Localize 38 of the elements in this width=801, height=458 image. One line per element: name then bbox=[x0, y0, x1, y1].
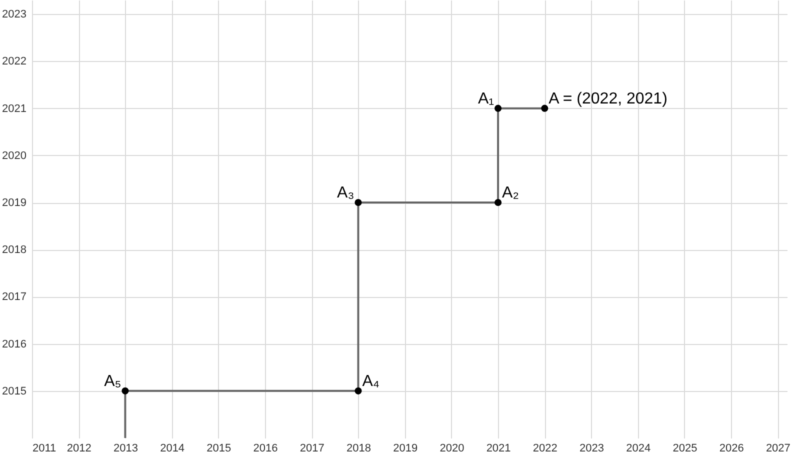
x-tick-label: 2015 bbox=[206, 442, 232, 454]
annotation: A₁ bbox=[478, 90, 494, 108]
y-tick-label: 2015 bbox=[2, 385, 26, 398]
annotation: A = (2022, 2021) bbox=[548, 90, 668, 108]
y-tick-label: 2017 bbox=[2, 291, 26, 304]
point bbox=[494, 104, 502, 112]
x-tick-label: 2027 bbox=[766, 442, 790, 454]
x-tick-label: 2016 bbox=[253, 442, 278, 454]
point bbox=[494, 198, 502, 206]
x-tick-label: 2019 bbox=[393, 442, 418, 454]
y-tick-label: 2016 bbox=[2, 338, 26, 350]
point bbox=[354, 387, 362, 394]
x-tick-label: 2012 bbox=[66, 442, 92, 454]
x-tick-label: 2018 bbox=[346, 442, 371, 454]
y-tick-label: 2022 bbox=[2, 56, 26, 68]
x-tick-label: 2026 bbox=[719, 442, 744, 454]
x-tick-label: 2023 bbox=[580, 442, 604, 454]
x-tick-label: 2022 bbox=[532, 442, 558, 454]
y-tick-label: 2021 bbox=[2, 102, 26, 115]
x-tick-label: 2017 bbox=[300, 442, 324, 454]
x-tick-label: 2025 bbox=[672, 442, 698, 454]
x-tick-label: 2014 bbox=[160, 442, 185, 454]
point bbox=[354, 198, 362, 206]
y-tick-label: 2020 bbox=[2, 150, 26, 162]
y-tick-label: 2018 bbox=[2, 244, 26, 256]
annotation: A₃ bbox=[337, 184, 354, 202]
point bbox=[541, 104, 548, 112]
x-tick-label: 2020 bbox=[440, 442, 464, 454]
annotation: A₄ bbox=[362, 372, 380, 390]
y-tick-label: 2019 bbox=[2, 197, 26, 210]
annotation: A₂ bbox=[502, 184, 519, 202]
x-tick-label: 2013 bbox=[113, 442, 138, 454]
x-tick-label: 2011 bbox=[32, 442, 56, 454]
x-tick-label: 2024 bbox=[626, 442, 651, 454]
x-tick-label: 2021 bbox=[486, 442, 511, 454]
annotation: A₅ bbox=[104, 372, 122, 390]
point bbox=[122, 387, 129, 394]
y-tick-label: 2023 bbox=[2, 8, 26, 21]
